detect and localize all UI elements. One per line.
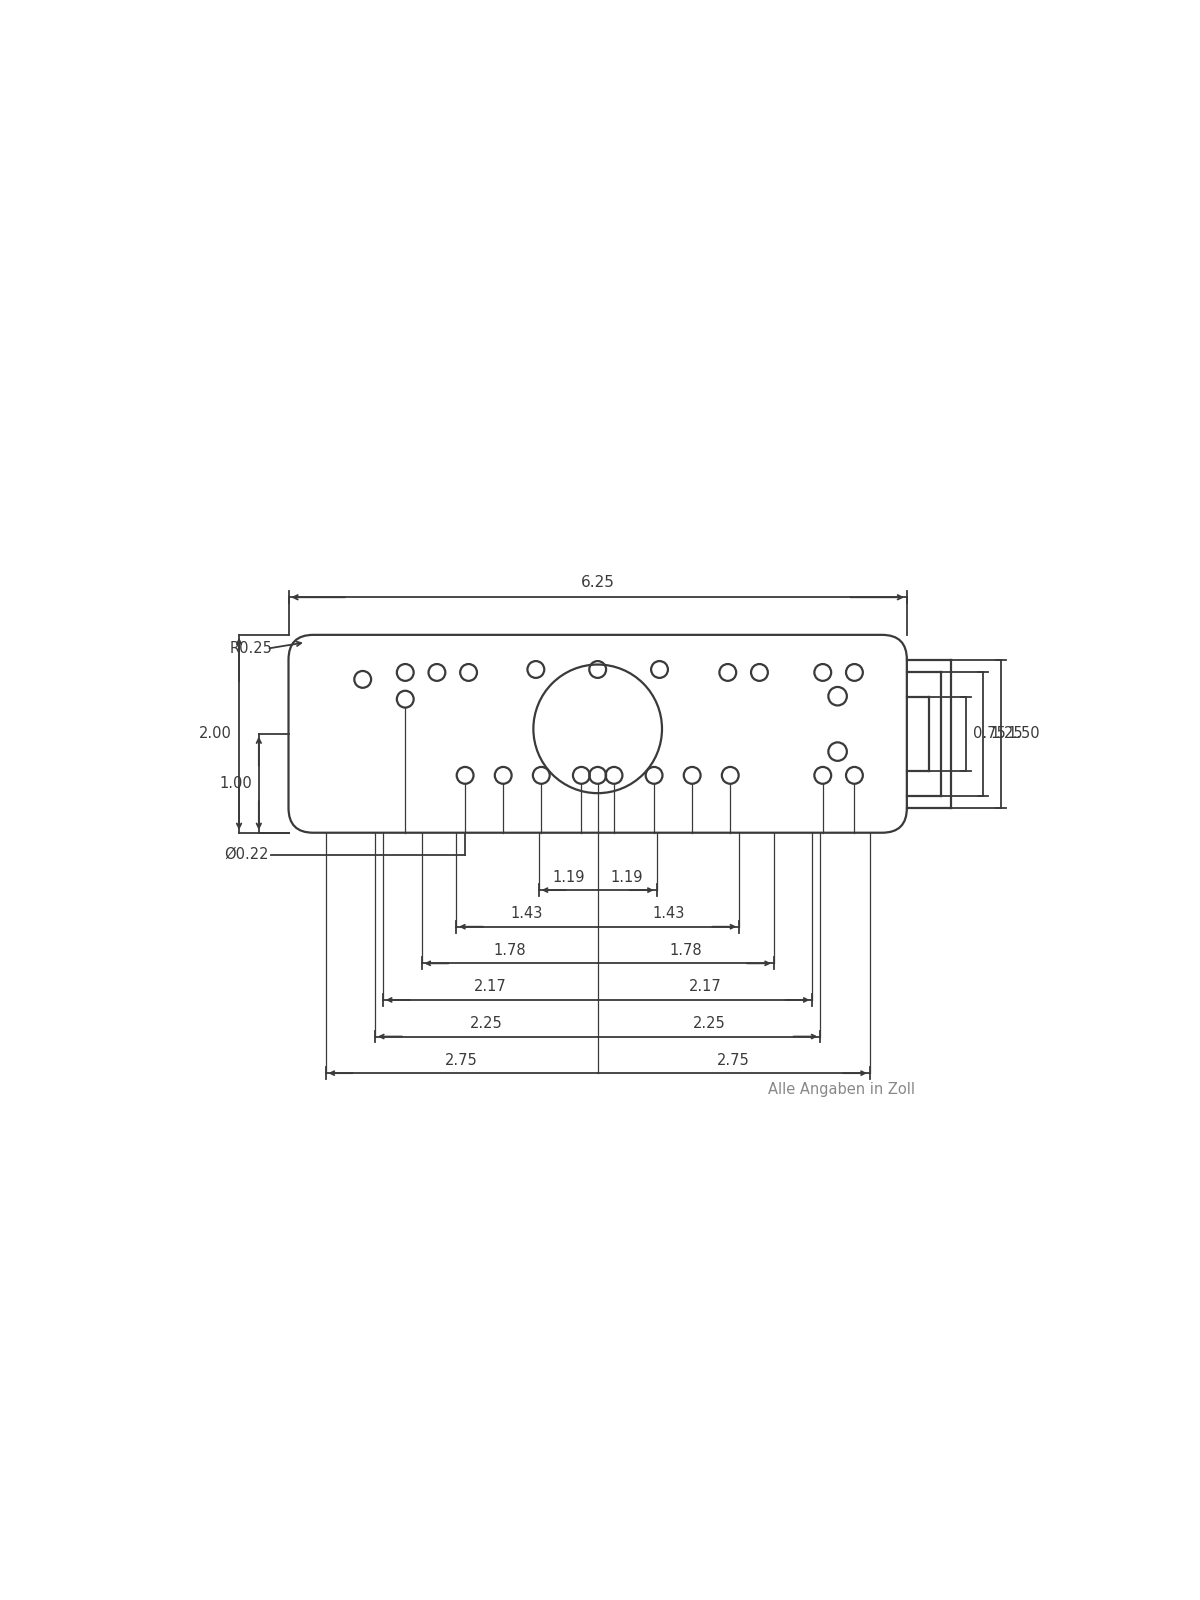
Text: Alle Angaben in Zoll: Alle Angaben in Zoll: [768, 1083, 916, 1098]
Text: 2.75: 2.75: [718, 1053, 750, 1067]
Text: 1.19: 1.19: [552, 870, 584, 885]
Text: 2.75: 2.75: [445, 1053, 478, 1067]
Text: 2.25: 2.25: [692, 1016, 725, 1030]
Text: 1.00: 1.00: [220, 776, 252, 790]
Text: Ø0.22: Ø0.22: [224, 846, 269, 862]
Text: 1.43: 1.43: [511, 906, 544, 922]
Text: 1.50: 1.50: [1008, 726, 1040, 741]
Text: R0.25: R0.25: [229, 642, 272, 656]
Text: 6.25: 6.25: [581, 576, 614, 590]
Text: 1.78: 1.78: [493, 942, 526, 958]
Text: 1.25: 1.25: [990, 726, 1022, 741]
Text: 2.25: 2.25: [470, 1016, 503, 1030]
Text: 2.17: 2.17: [689, 979, 721, 995]
Text: 2.17: 2.17: [474, 979, 506, 995]
Text: 0.75: 0.75: [973, 726, 1006, 741]
Text: 2.00: 2.00: [199, 726, 232, 741]
Text: 1.43: 1.43: [653, 906, 685, 922]
Text: 1.78: 1.78: [670, 942, 702, 958]
Text: 1.19: 1.19: [611, 870, 643, 885]
